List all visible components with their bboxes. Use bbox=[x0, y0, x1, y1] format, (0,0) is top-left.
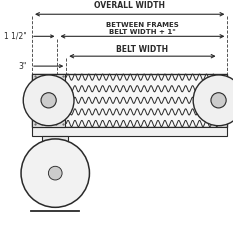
Text: BETWEEN FRAMES
BELT WIDTH + 1": BETWEEN FRAMES BELT WIDTH + 1" bbox=[106, 22, 179, 35]
Text: BELT WIDTH: BELT WIDTH bbox=[116, 45, 168, 54]
Text: 3": 3" bbox=[18, 62, 27, 71]
Bar bbox=[42, 136, 68, 146]
Circle shape bbox=[211, 93, 226, 108]
Bar bbox=[32, 74, 65, 127]
Text: OVERALL WIDTH: OVERALL WIDTH bbox=[94, 1, 165, 10]
Circle shape bbox=[193, 75, 240, 126]
Text: 1 1/2": 1 1/2" bbox=[4, 32, 27, 41]
Circle shape bbox=[48, 166, 62, 180]
Bar bbox=[32, 74, 227, 127]
Circle shape bbox=[23, 75, 74, 126]
Circle shape bbox=[21, 139, 90, 207]
Bar bbox=[32, 127, 227, 136]
Circle shape bbox=[41, 93, 56, 108]
